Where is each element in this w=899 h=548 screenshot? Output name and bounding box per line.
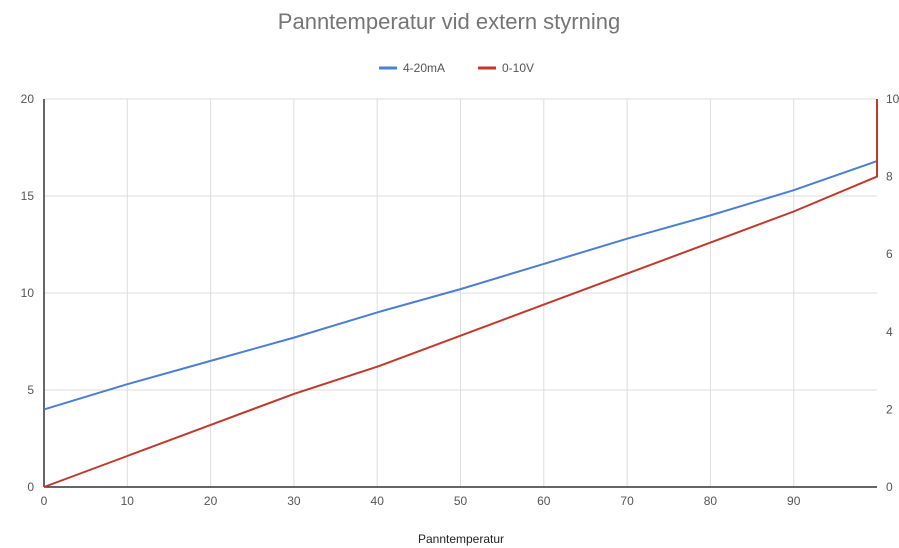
x-tick-label: 10 — [121, 494, 135, 508]
series-line-0-10v — [43, 99, 878, 488]
series-lines — [43, 99, 878, 488]
y-left-tick-label: 10 — [21, 286, 35, 300]
y-left-tick-label: 0 — [27, 480, 34, 494]
x-tick-label: 70 — [620, 494, 634, 508]
y-left-tick-label: 20 — [21, 92, 35, 106]
chart-title: Panntemperatur vid extern styrning — [278, 9, 620, 34]
x-axis-label: Panntemperatur — [418, 532, 504, 546]
legend-label-4-20ma: 4-20mA — [403, 61, 445, 75]
x-tick-label: 50 — [454, 494, 468, 508]
y-right-tick-label: 4 — [886, 325, 893, 339]
legend: 4-20mA 0-10V — [379, 61, 534, 75]
x-tick-label: 80 — [704, 494, 718, 508]
x-tick-label: 90 — [787, 494, 801, 508]
series-line-4-20ma — [43, 160, 878, 411]
y-right-tick-label: 8 — [886, 170, 893, 184]
x-tick-label: 20 — [204, 494, 218, 508]
y-right-tick-label: 6 — [886, 247, 893, 261]
y-right-tick-label: 2 — [886, 402, 893, 416]
tick-labels: 0 10 20 30 40 50 60 70 80 90 0 5 10 15 20 0 2 4 6 8 10 — [21, 92, 899, 508]
y-left-tick-label: 5 — [27, 383, 34, 397]
axes — [43, 99, 877, 488]
x-tick-label: 40 — [371, 494, 385, 508]
legend-label-0-10v: 0-10V — [502, 61, 534, 75]
legend-item-0: 4-20mA — [379, 61, 445, 75]
x-tick-label: 60 — [537, 494, 551, 508]
legend-item-1: 0-10V — [478, 61, 534, 75]
y-left-tick-label: 15 — [21, 189, 35, 203]
y-right-tick-label: 0 — [886, 480, 893, 494]
x-tick-label: 0 — [41, 494, 48, 508]
y-right-tick-label: 10 — [886, 92, 899, 106]
gridlines — [44, 98, 877, 487]
x-tick-label: 30 — [287, 494, 301, 508]
